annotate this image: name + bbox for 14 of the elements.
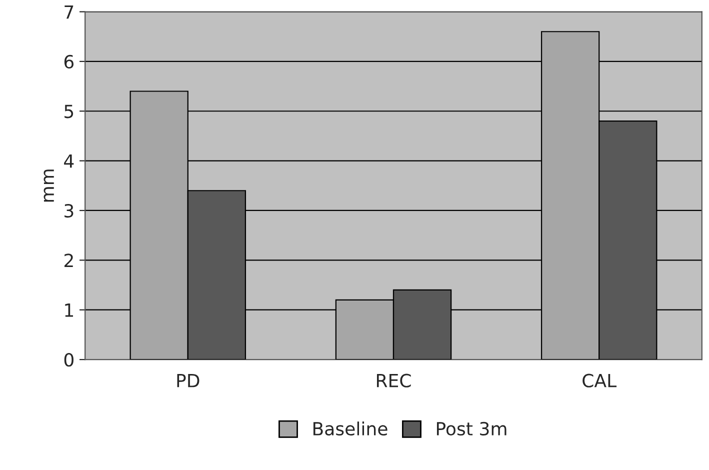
legend-label: Baseline — [313, 422, 388, 436]
x-tick-label: REC — [376, 374, 411, 388]
y-tick-label: 2 — [64, 254, 73, 268]
x-tick-label: PD — [177, 374, 200, 388]
y-tick-label: 6 — [64, 54, 74, 69]
y-tick-label: 1 — [65, 304, 73, 317]
y-tick-label: 4 — [64, 154, 74, 168]
x-tick-label: CAL — [582, 374, 617, 388]
y-tick-label: 3 — [64, 204, 74, 218]
y-axis-title: mm — [44, 170, 54, 202]
y-tick-label: 0 — [64, 353, 74, 367]
y-tick-label: 7 — [64, 5, 74, 19]
y-tick-label: 5 — [64, 104, 74, 118]
legend-label: Post 3m — [436, 422, 506, 436]
